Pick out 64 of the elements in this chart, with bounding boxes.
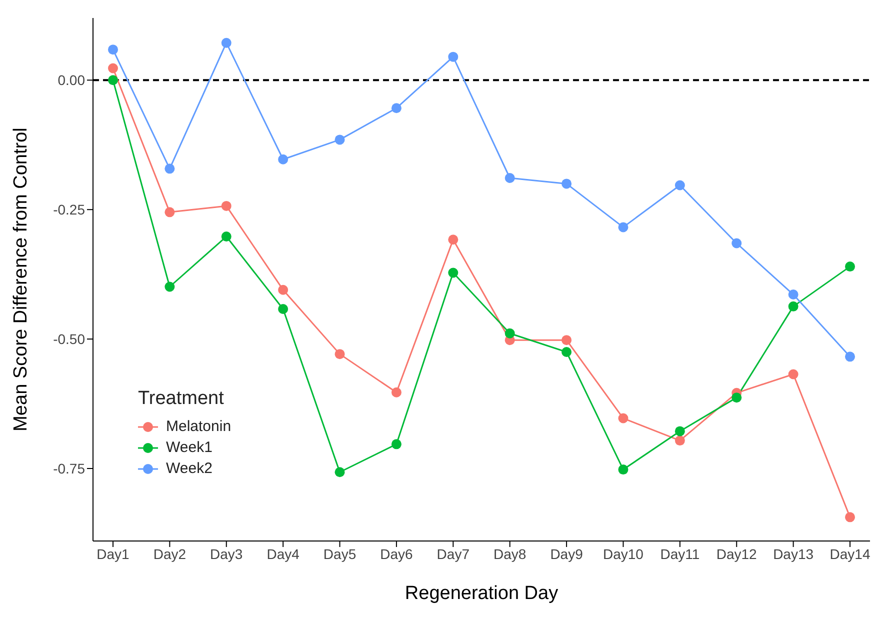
x-tick-label: Day3 (210, 546, 243, 562)
point (732, 392, 742, 403)
point (391, 103, 402, 114)
point (164, 164, 175, 174)
point (618, 413, 628, 424)
point (562, 178, 572, 189)
x-axis-title: Regeneration Day (404, 583, 559, 604)
y-tick-label: -0.75 (53, 460, 86, 476)
point (504, 173, 515, 184)
y-tick-label: 0.00 (58, 72, 86, 88)
point (788, 369, 798, 380)
point (788, 301, 798, 312)
x-tick-label: Day13 (773, 546, 814, 562)
point (278, 284, 288, 295)
point (278, 154, 288, 164)
point (221, 232, 232, 242)
point (108, 75, 118, 86)
legend-title: Treatment (138, 388, 225, 410)
point (674, 436, 685, 446)
point (845, 512, 855, 522)
point (391, 387, 402, 398)
y-tick-label: -0.50 (53, 331, 86, 348)
point (732, 238, 742, 248)
point (788, 290, 798, 300)
point (334, 134, 345, 145)
legend-label: Week2 (165, 459, 214, 479)
point (674, 180, 685, 190)
legend-label: Week1 (165, 438, 214, 458)
legend-label: Melatonin (165, 417, 232, 437)
point (562, 346, 572, 357)
point (221, 200, 232, 211)
point (108, 63, 118, 74)
point (334, 349, 345, 360)
point (391, 439, 402, 450)
x-tick-label: Day14 (830, 546, 870, 562)
x-tick-label: Day9 (550, 546, 584, 562)
x-tick-label: Day2 (153, 546, 186, 562)
point (448, 234, 458, 245)
x-tick-label: Day7 (436, 546, 470, 562)
x-tick-label: Day4 (266, 546, 300, 562)
point (504, 328, 515, 338)
x-tick-label: Day1 (96, 546, 130, 562)
x-tick-label: Day5 (323, 546, 356, 562)
point (448, 52, 458, 62)
point (448, 268, 458, 278)
x-tick-label: Day11 (660, 546, 700, 562)
x-tick-label: Day12 (716, 546, 758, 562)
point (562, 335, 572, 346)
point (164, 207, 175, 218)
y-tick-label: -0.25 (53, 202, 86, 218)
point (845, 352, 855, 362)
point (618, 222, 628, 232)
point (334, 467, 345, 478)
x-tick-label: Day8 (494, 546, 526, 562)
x-tick-label: Day10 (602, 546, 644, 562)
point (278, 304, 288, 314)
y-axis-title: Mean Score Difference from Control (10, 128, 32, 432)
point (221, 38, 232, 48)
point (108, 44, 118, 55)
point (618, 464, 628, 475)
x-tick-label: Day6 (380, 546, 414, 562)
point (845, 262, 855, 272)
point (164, 282, 175, 292)
point (674, 426, 685, 436)
